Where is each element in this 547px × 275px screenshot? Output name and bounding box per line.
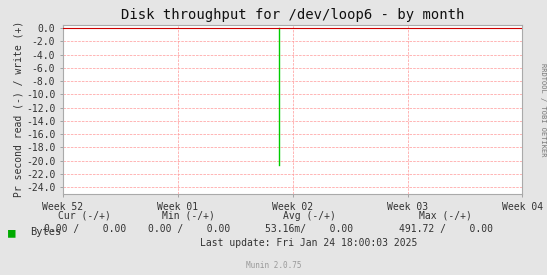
Text: 0.00 /    0.00: 0.00 / 0.00 [44,224,126,234]
Text: RRDTOOL / TOBI OETIKER: RRDTOOL / TOBI OETIKER [540,63,546,157]
Text: Last update: Fri Jan 24 18:00:03 2025: Last update: Fri Jan 24 18:00:03 2025 [200,238,418,248]
Title: Disk throughput for /dev/loop6 - by month: Disk throughput for /dev/loop6 - by mont… [121,8,464,22]
Text: Avg (-/+): Avg (-/+) [283,211,335,221]
Text: Min (-/+): Min (-/+) [162,211,215,221]
Text: 0.00 /    0.00: 0.00 / 0.00 [148,224,230,234]
Y-axis label: Pr second read (-) / write (+): Pr second read (-) / write (+) [13,21,23,197]
Text: 53.16m/    0.00: 53.16m/ 0.00 [265,224,353,234]
Text: Cur (-/+): Cur (-/+) [59,211,111,221]
Text: Bytes: Bytes [30,227,61,237]
Text: Max (-/+): Max (-/+) [420,211,472,221]
Text: Munin 2.0.75: Munin 2.0.75 [246,261,301,270]
Text: 491.72 /    0.00: 491.72 / 0.00 [399,224,493,234]
Text: ■: ■ [8,226,16,239]
